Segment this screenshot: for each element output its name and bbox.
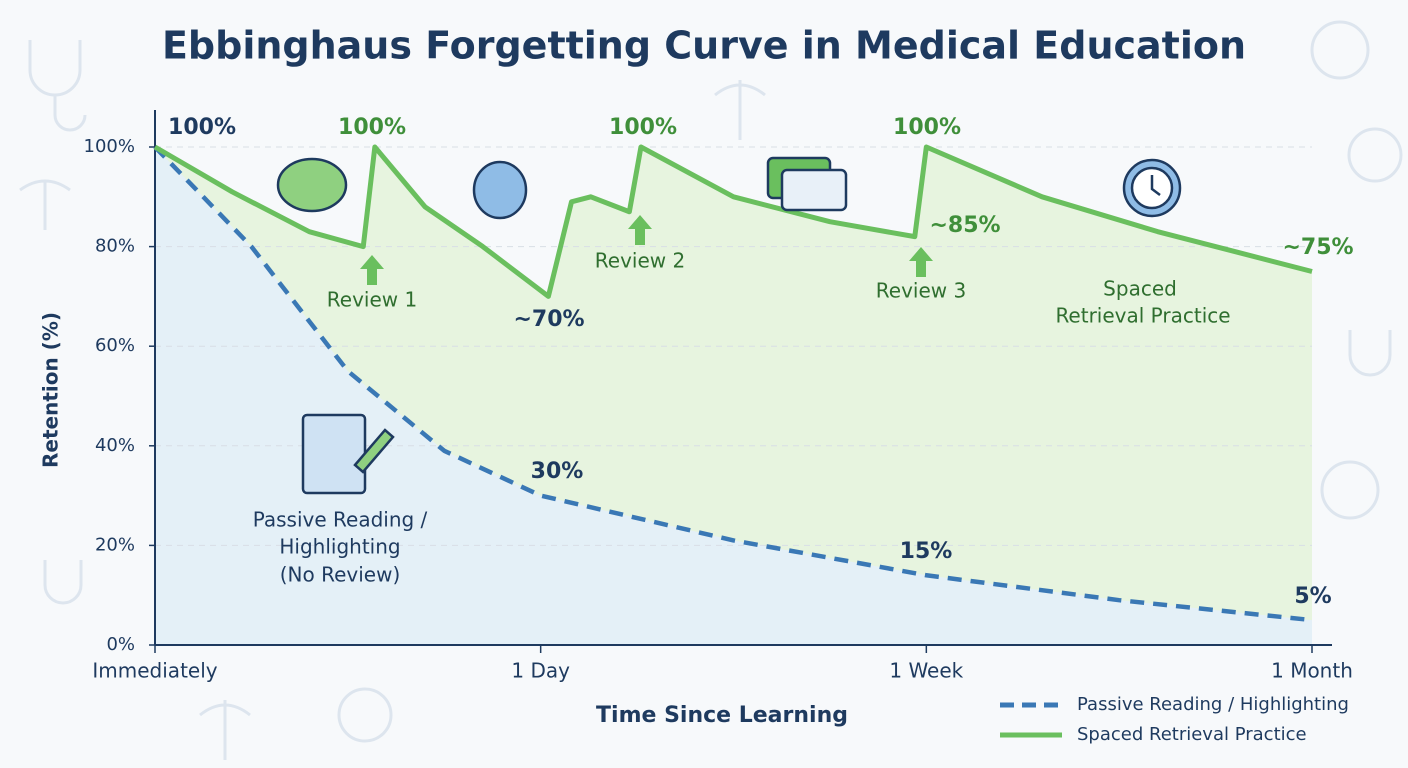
y-tick-label: 80% [95,236,135,257]
annotation: ~85% [929,213,1000,238]
annotation: 100% [893,115,961,140]
y-axis-label: Retention (%) [39,312,63,468]
x-tick-label: 1 Week [889,659,963,683]
x-axis-label: Time Since Learning [596,703,848,728]
legend-label: Passive Reading / Highlighting [1077,694,1349,715]
y-tick-label: 40% [95,435,135,456]
annotation: Review 1 [327,288,417,312]
y-tick-label: 0% [106,634,135,655]
annotation: Spaced [1103,277,1177,301]
annotation: 100% [609,115,677,140]
annotation: ~70% [513,307,584,332]
annotation: 5% [1294,584,1331,609]
annotation: Review 3 [876,279,966,303]
annotation: 100% [168,115,236,140]
series-line [153,144,1313,299]
review-arrows [360,215,933,285]
x-tick-label: Immediately [92,659,217,683]
legend: Passive Reading / Highlighting Spaced Ret… [1000,694,1349,745]
annotation: 30% [531,459,584,484]
y-tick-label: 20% [95,534,135,555]
background-icons [19,20,1403,760]
area [155,147,1312,645]
icons [276,156,1182,495]
y-tick-label: 60% [95,335,135,356]
annotation: ~75% [1282,235,1353,260]
series-line [153,145,1313,623]
annotation: Retrieval Practice [1055,304,1230,328]
chart-title: Ebbinghaus Forgetting Curve in Medical E… [162,24,1246,68]
plot-area: 0% 20% 40% 60% 80% 100% Immediately 1 Day 1 Week… [84,110,1354,683]
annotation: Passive Reading / [253,508,428,532]
annotation: 100% [338,115,406,140]
x-tick-label: 1 Day [511,659,570,683]
legend-label: Spaced Retrieval Practice [1077,724,1307,745]
annotation: 15% [900,539,953,564]
annotation: Review 2 [595,249,685,273]
annotation: (No Review) [280,563,401,587]
x-tick-label: 1 Month [1271,659,1353,683]
y-tick-label: 100% [84,136,135,157]
annotation: Highlighting [279,535,400,559]
